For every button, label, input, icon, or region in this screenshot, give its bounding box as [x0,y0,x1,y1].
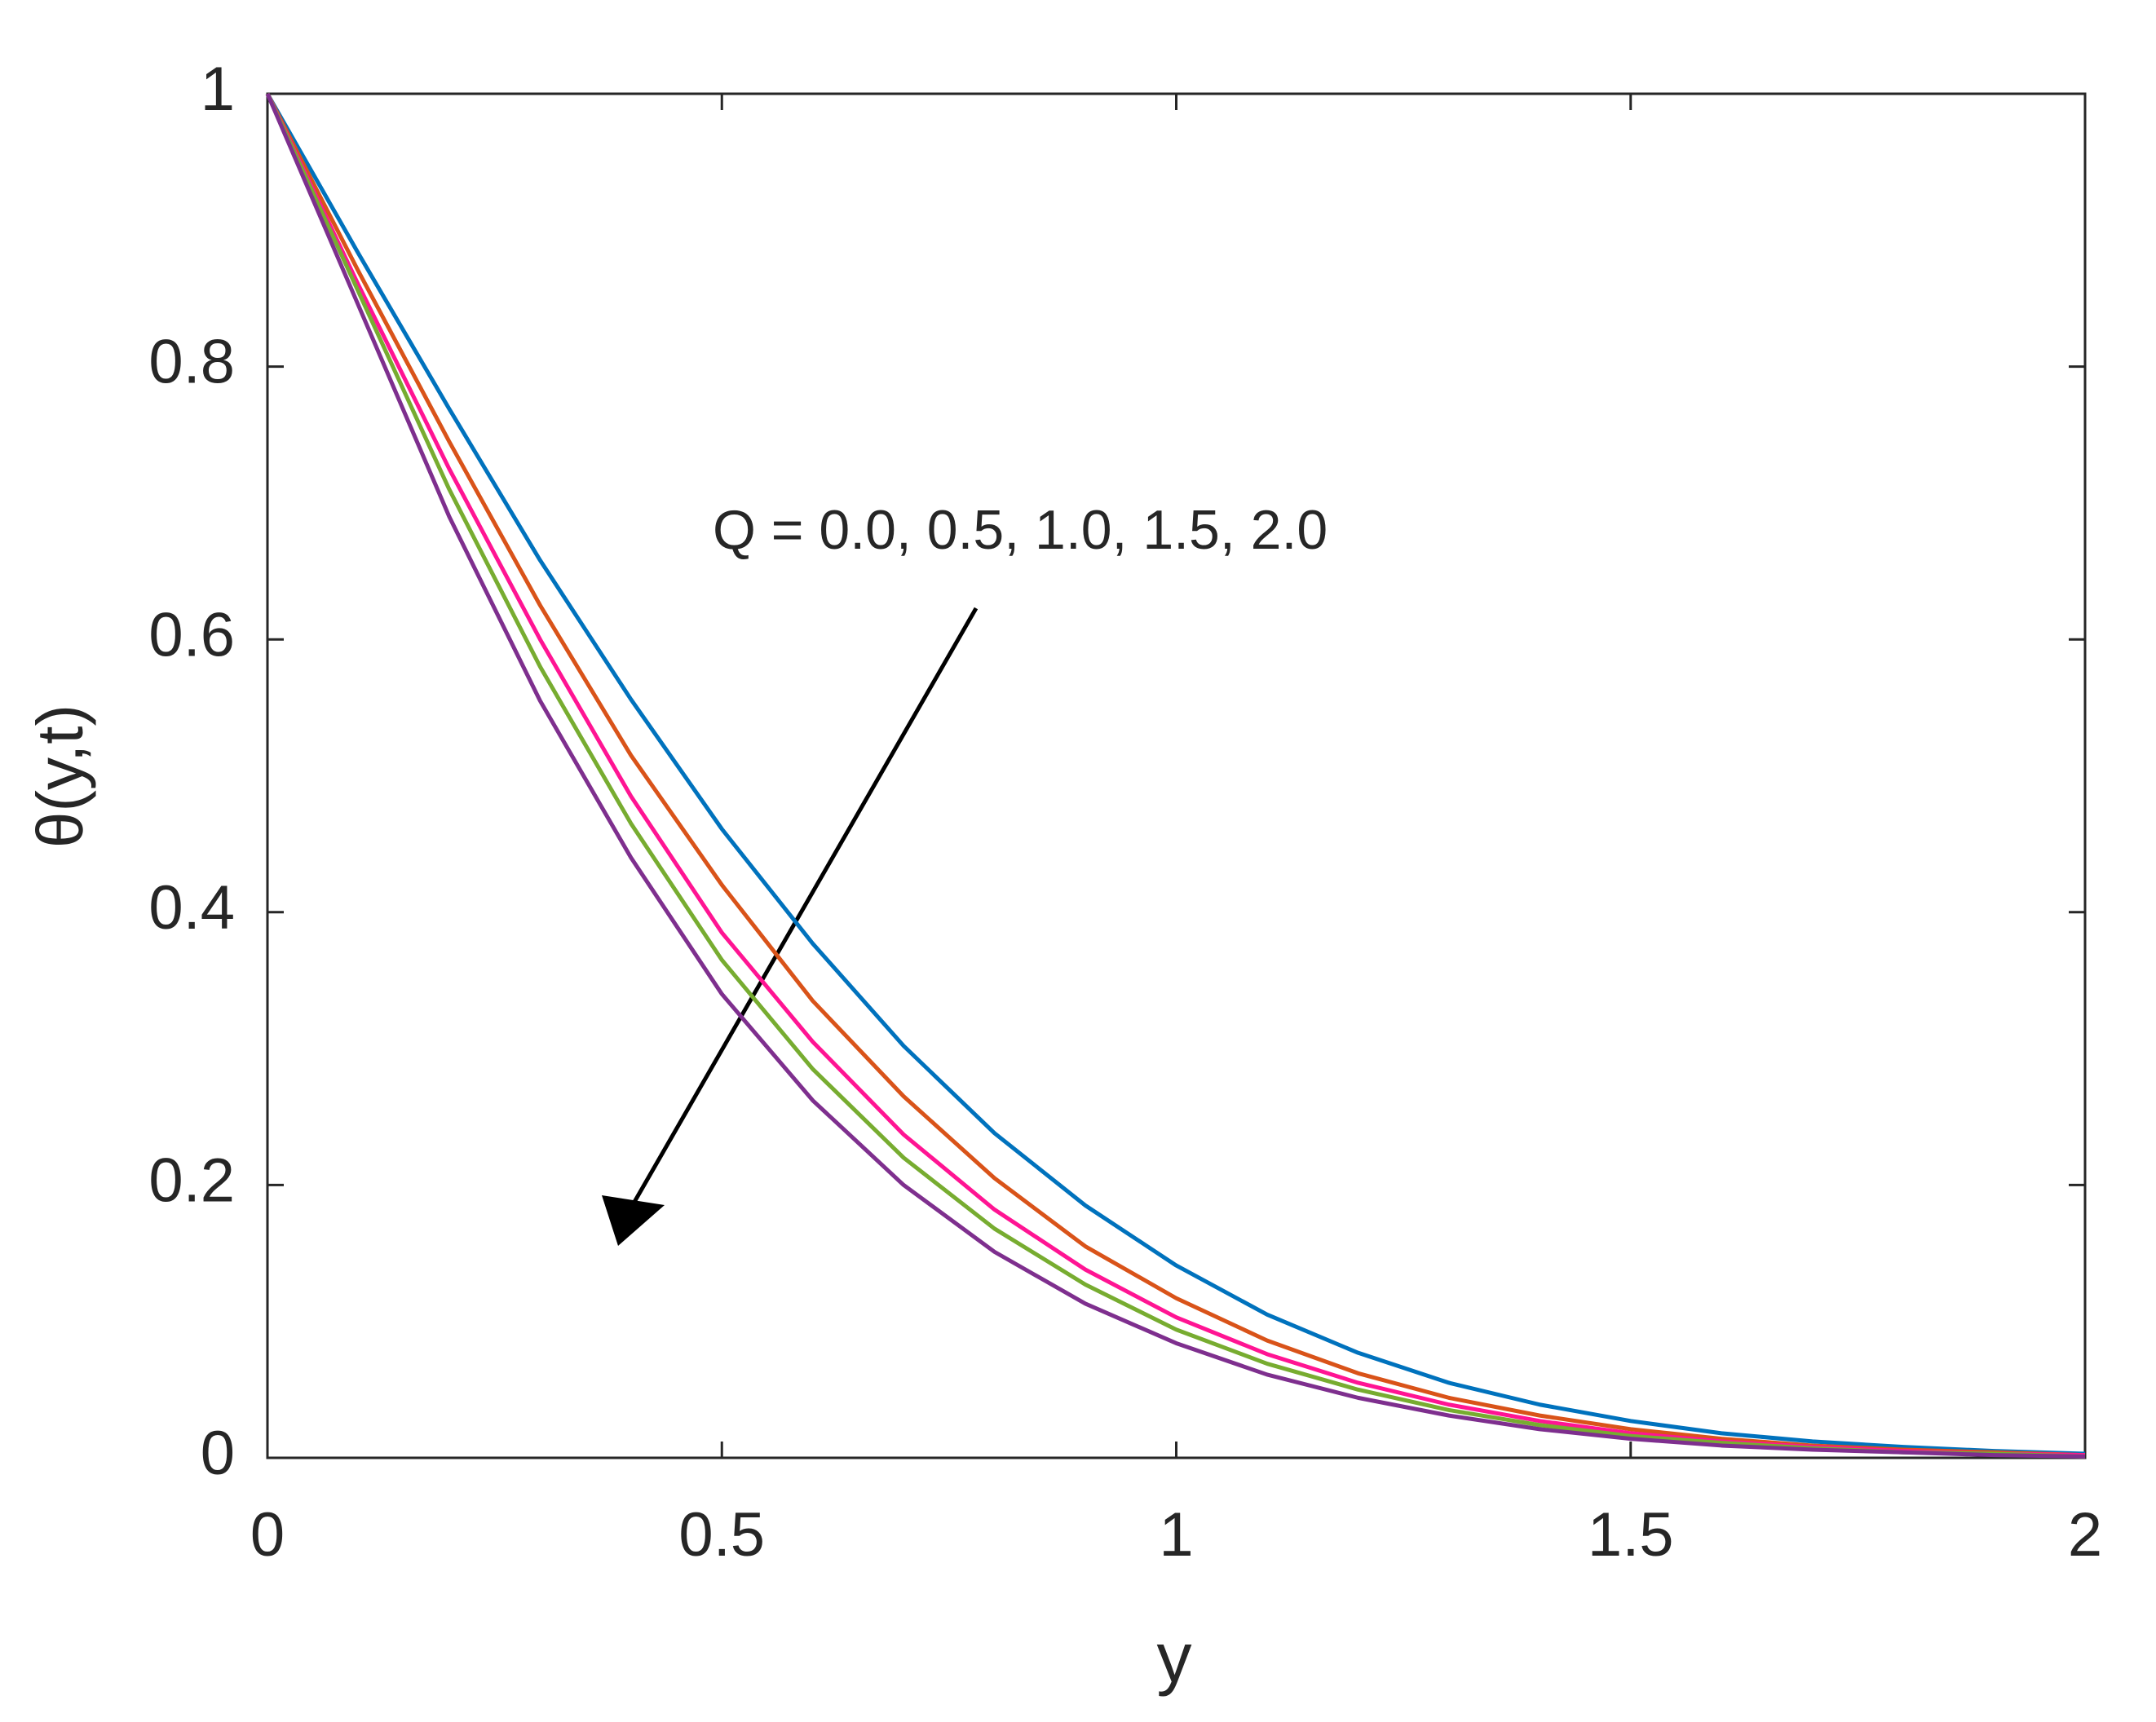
annotation-arrow [625,607,979,1215]
series-line [265,93,2086,1459]
x-axis-label: y [1157,1619,1192,1698]
annotation: Q = 0.0, 0.5, 1.0, 1.5, 2.0 [713,499,1328,561]
y-tick-label: 1 [201,55,235,124]
x-tick-label: 1 [1159,1500,1193,1570]
x-tick-label: 0 [250,1500,285,1570]
y-tick-label: 0.6 [148,600,235,669]
y-tick-label: 0.2 [148,1146,235,1215]
arrow-head [602,1195,665,1246]
x-tick-label: 2 [2068,1500,2102,1570]
y-tick-label: 0 [201,1419,235,1488]
x-tick-label: 1.5 [1588,1500,1674,1570]
y-tick-label: 0.4 [148,873,235,943]
x-tick-label: 0.5 [678,1500,765,1570]
series-line [265,92,2086,1456]
plot-frame [266,92,2087,1459]
y-axis-label: θ(y,t) [24,704,96,848]
y-tick-label: 0.8 [148,328,235,397]
